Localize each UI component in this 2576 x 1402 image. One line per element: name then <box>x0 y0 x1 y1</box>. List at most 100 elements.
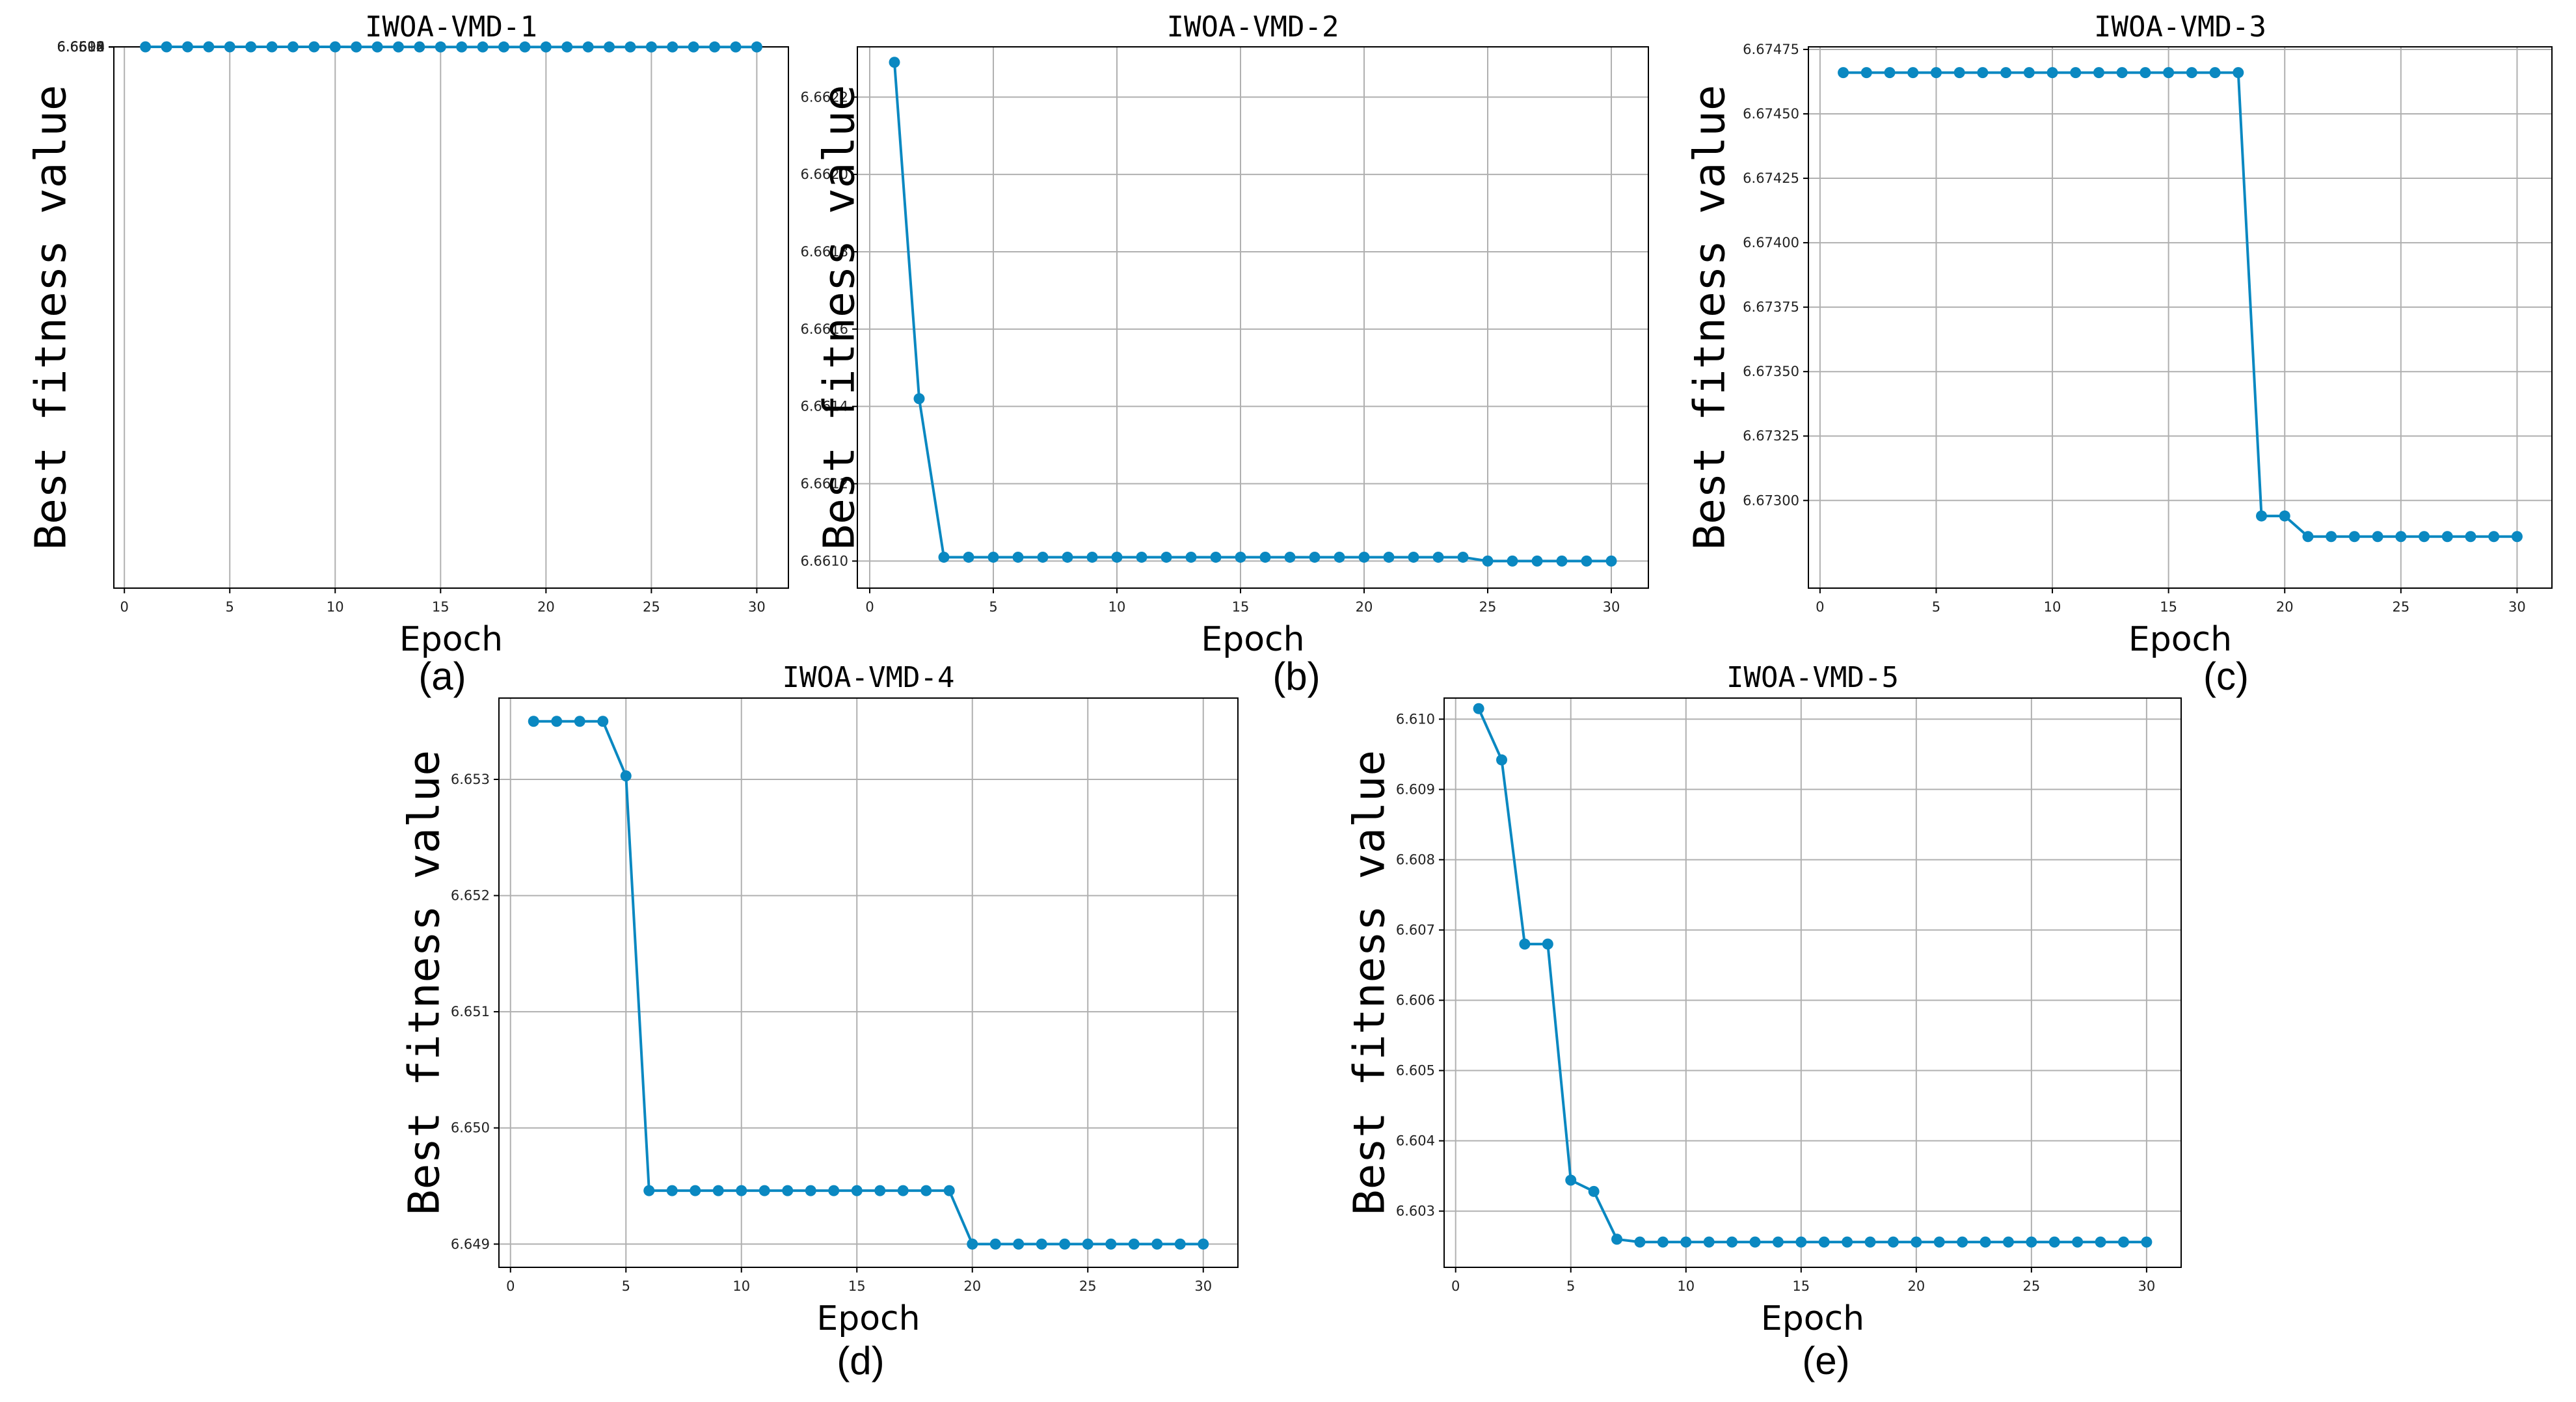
data-point <box>1334 551 1345 563</box>
panel-letter: (d) <box>837 1339 884 1382</box>
data-point <box>920 1185 932 1196</box>
data-point <box>1531 555 1543 567</box>
plot-frame <box>1443 697 2182 1268</box>
data-point <box>1198 1238 1209 1250</box>
data-point <box>519 41 531 53</box>
data-point <box>1259 551 1271 563</box>
x-axis-label: Epoch <box>816 1299 920 1338</box>
x-tick-label: 20 <box>1356 599 1373 615</box>
y-tick-label: 6.67425 <box>1743 170 1799 186</box>
data-point <box>987 551 999 563</box>
x-tick-label: 15 <box>2160 599 2177 615</box>
data-point <box>1457 551 1469 563</box>
data-point <box>2233 67 2244 79</box>
y-tick-label: 6.6602 <box>57 39 105 55</box>
data-point <box>329 41 341 53</box>
y-tick-label: 6.6600 <box>57 39 105 55</box>
x-tick-label: 30 <box>1194 1278 1212 1294</box>
x-tick-label: 25 <box>2392 599 2409 615</box>
data-point <box>1911 1236 1922 1248</box>
data-point <box>730 41 742 53</box>
data-point <box>1979 1236 1991 1248</box>
data-point <box>435 41 446 53</box>
data-point <box>1611 1233 1623 1245</box>
x-tick-label: 0 <box>865 599 874 615</box>
data-point <box>1383 551 1395 563</box>
y-tick-label: 6.651 <box>451 1004 490 1019</box>
data-point <box>2095 1236 2106 1248</box>
data-point <box>1930 67 1942 79</box>
data-point <box>1680 1236 1692 1248</box>
panel-letter: (c) <box>2203 654 2249 698</box>
data-point <box>828 1185 840 1196</box>
data-point <box>1496 754 1508 766</box>
data-point <box>1408 551 1419 563</box>
data-point <box>1111 551 1123 563</box>
data-point <box>1136 551 1147 563</box>
data-point <box>2000 67 2012 79</box>
x-tick-label: 15 <box>848 1278 866 1294</box>
data-point <box>2002 1236 2014 1248</box>
data-point <box>1818 1236 1830 1248</box>
x-tick-label: 0 <box>1451 1278 1460 1294</box>
data-point <box>1519 938 1531 950</box>
data-point <box>2326 531 2337 543</box>
data-point <box>2395 531 2407 543</box>
x-tick-label: 30 <box>2508 599 2526 615</box>
plot-frame <box>498 697 1239 1268</box>
data-point <box>2048 1236 2060 1248</box>
series-line <box>1477 708 2147 1244</box>
data-point <box>1482 555 1494 567</box>
data-point <box>1749 1236 1761 1248</box>
data-point <box>1588 1185 1600 1197</box>
data-point <box>1012 551 1024 563</box>
data-point <box>989 1238 1001 1250</box>
data-point <box>1957 1236 1968 1248</box>
x-tick-label: 5 <box>1566 1278 1575 1294</box>
data-point <box>709 41 721 53</box>
data-point <box>1037 551 1049 563</box>
y-tick-label: 6.6610 <box>801 553 848 569</box>
data-point <box>2488 531 2500 543</box>
y-tick-label: 6.67300 <box>1743 492 1799 508</box>
data-point <box>1185 551 1197 563</box>
y-tick-label: 6.6608 <box>57 39 105 55</box>
data-point <box>498 41 510 53</box>
data-point <box>1842 1236 1853 1248</box>
data-point <box>1013 1238 1025 1250</box>
data-point <box>1887 1236 1899 1248</box>
data-point <box>943 1185 955 1196</box>
chart-title: IWOA-VMD-1 <box>365 10 537 44</box>
chart-title: IWOA-VMD-5 <box>1726 661 1899 694</box>
x-axis-label: Epoch <box>399 620 503 659</box>
data-point <box>561 41 573 53</box>
x-tick-label: 5 <box>989 599 997 615</box>
series-line <box>533 720 1203 1246</box>
y-tick-label: 6.6606 <box>57 39 105 55</box>
data-point <box>1210 551 1222 563</box>
data-point <box>1556 555 1568 567</box>
y-tick-label: 6.67400 <box>1743 235 1799 250</box>
y-tick-label: 6.607 <box>1396 922 1435 937</box>
data-point <box>1309 551 1321 563</box>
chart-panel-3: 0 5 10 15 20 25 30 6.67300 6.67325 6.67350 6.67375… <box>1685 10 2553 698</box>
data-point <box>1565 1174 1577 1186</box>
data-point <box>1977 67 1989 79</box>
panel-letter: (b) <box>1272 654 1320 698</box>
data-point <box>1726 1236 1738 1248</box>
data-point <box>913 393 925 405</box>
data-point <box>736 1185 747 1196</box>
data-point <box>2441 531 2453 543</box>
data-point <box>2511 531 2523 543</box>
x-axis-label: Epoch <box>1201 620 1304 659</box>
data-point <box>181 41 193 53</box>
data-point <box>308 41 320 53</box>
data-point <box>540 41 552 53</box>
x-tick-label: 20 <box>963 1278 981 1294</box>
data-point <box>1864 1236 1876 1248</box>
y-tick-label: 6.67325 <box>1743 428 1799 444</box>
data-point <box>1703 1236 1715 1248</box>
x-axis-label: Epoch <box>2128 620 2232 659</box>
y-tick-label: 6.605 <box>1396 1063 1435 1079</box>
data-point <box>351 41 362 53</box>
